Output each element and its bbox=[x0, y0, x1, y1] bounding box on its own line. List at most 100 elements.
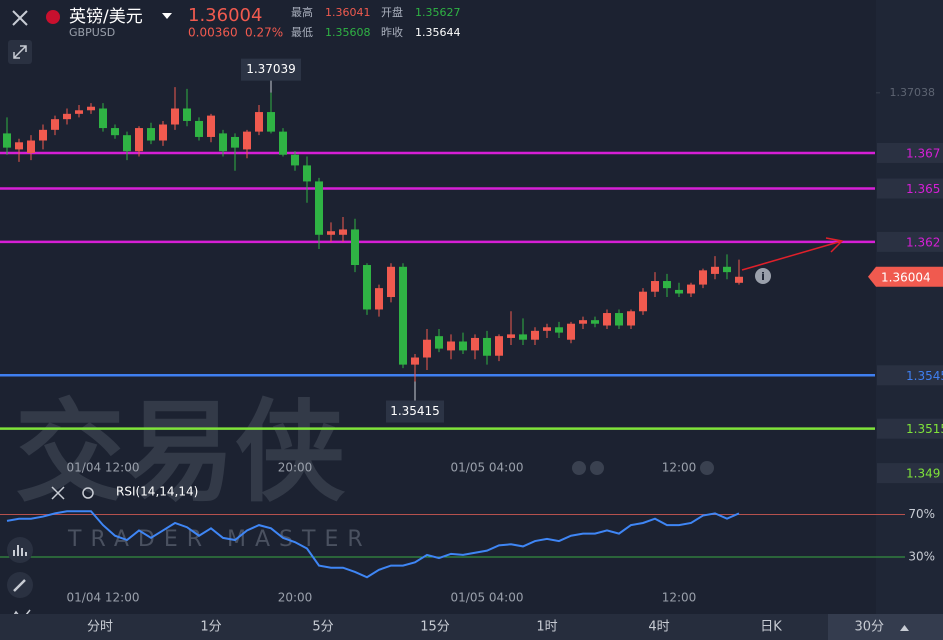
x-tick-label: 01/04 12:00 bbox=[67, 461, 140, 475]
level-label: 1.349 bbox=[906, 467, 940, 481]
candle-body bbox=[579, 320, 587, 324]
low-label: 1.35415 bbox=[390, 404, 440, 418]
x-tick-label: 12:00 bbox=[662, 591, 697, 605]
candle-body bbox=[615, 313, 623, 326]
last-price-tag bbox=[868, 266, 943, 287]
x-tick-label: 01/05 04:00 bbox=[451, 591, 524, 605]
level-label-bg bbox=[877, 365, 943, 386]
timeframe-tab[interactable]: 日K bbox=[760, 620, 782, 635]
candle-body bbox=[147, 128, 155, 141]
level-label: 1.362 bbox=[906, 235, 940, 249]
candle-body bbox=[663, 281, 671, 289]
timeframe-tabs: 分时 1分 5分 15分 1时 4时 日K 30分 bbox=[87, 620, 884, 635]
candle-body bbox=[495, 336, 503, 356]
candle-body bbox=[675, 289, 683, 294]
level-label: 1.3515 bbox=[906, 422, 943, 436]
candle-body bbox=[375, 288, 383, 310]
candle-body bbox=[519, 334, 527, 340]
candle-body bbox=[207, 115, 215, 137]
arrow-head bbox=[825, 237, 844, 253]
candle-body bbox=[27, 140, 35, 153]
close-button[interactable] bbox=[12, 10, 28, 26]
pair-name: 英镑/美元 bbox=[69, 7, 143, 27]
stat-label: 开盘 bbox=[381, 5, 403, 19]
level-label-bg bbox=[877, 142, 943, 163]
candle-body bbox=[303, 165, 311, 182]
y-tick-label: 1.37038 bbox=[890, 86, 936, 99]
selected-tab-bg bbox=[828, 614, 943, 640]
stat-value: 1.36041 bbox=[325, 6, 371, 19]
level-label: 1.365 bbox=[906, 182, 940, 196]
timeframe-tab[interactable]: 15分 bbox=[420, 620, 450, 635]
dropdown-icon[interactable] bbox=[162, 13, 172, 19]
tool-icon bbox=[13, 579, 26, 592]
timeframe-tab[interactable]: 4时 bbox=[648, 620, 669, 635]
candle-body bbox=[387, 266, 395, 298]
timeframe-tab[interactable]: 分时 bbox=[87, 620, 113, 635]
candle-body bbox=[291, 154, 299, 166]
candle-body bbox=[339, 229, 347, 235]
candle-body bbox=[15, 142, 23, 150]
low-label-bg bbox=[386, 400, 444, 423]
candle-body bbox=[471, 337, 479, 351]
info-icon-glyph: i bbox=[761, 270, 765, 283]
rsi-line bbox=[6, 510, 740, 579]
x-tick-label: 20:00 bbox=[278, 461, 313, 475]
candle-body bbox=[231, 136, 239, 148]
candle-body bbox=[363, 265, 371, 310]
candle-body bbox=[531, 330, 539, 340]
nav-dot[interactable] bbox=[700, 461, 714, 475]
candle-body bbox=[87, 106, 95, 111]
candle-body bbox=[267, 112, 275, 132]
candle-body bbox=[315, 181, 323, 235]
candle-body bbox=[459, 341, 467, 351]
candle-body bbox=[195, 120, 203, 137]
timeframe-tab[interactable]: 5分 bbox=[312, 620, 333, 635]
side-tools bbox=[7, 537, 33, 623]
x-tick-label: 01/05 04:00 bbox=[451, 461, 524, 475]
x-tick-label: 12:00 bbox=[662, 461, 697, 475]
shrink-icon bbox=[13, 45, 27, 59]
candle-body bbox=[327, 231, 335, 235]
candle-body bbox=[543, 327, 551, 331]
candle-body bbox=[51, 119, 59, 130]
candle-body bbox=[39, 129, 47, 141]
nav-dot[interactable] bbox=[572, 461, 586, 475]
candle-body bbox=[243, 131, 251, 150]
candle-body bbox=[627, 311, 635, 326]
candle-body bbox=[651, 281, 659, 292]
rsi-close[interactable] bbox=[51, 486, 65, 500]
candle-body bbox=[555, 327, 563, 333]
rsi-settings[interactable] bbox=[82, 487, 94, 499]
candle-body bbox=[567, 323, 575, 340]
tool-button[interactable] bbox=[7, 537, 33, 563]
timeframe-tab[interactable]: 30分 bbox=[854, 620, 884, 635]
candle-body bbox=[171, 108, 179, 125]
info-icon[interactable] bbox=[755, 268, 771, 284]
stat-label: 最高 bbox=[291, 5, 313, 19]
watermark-title: 交易侠 bbox=[15, 388, 346, 516]
candle-body bbox=[3, 133, 11, 148]
candle-body bbox=[63, 113, 71, 120]
header: 英镑/美元 GBPUSD 1.36004 0.00360 0.27% 最高 1.… bbox=[8, 5, 461, 64]
stat-label: 最低 bbox=[291, 26, 313, 39]
x-tick-label: 01/04 12:00 bbox=[67, 591, 140, 605]
candle-body bbox=[399, 266, 407, 365]
nav-dots bbox=[572, 461, 714, 475]
stat-label: 昨收 bbox=[381, 25, 403, 39]
high-label-bg bbox=[241, 58, 301, 81]
drawn-arrow bbox=[741, 240, 843, 271]
timeframe-tab[interactable]: 1时 bbox=[536, 620, 557, 635]
last-price: 1.36004 bbox=[188, 5, 262, 26]
symbol: GBPUSD bbox=[69, 26, 115, 39]
candle-body bbox=[183, 108, 191, 121]
candle-body bbox=[351, 229, 359, 266]
nav-dot[interactable] bbox=[590, 461, 604, 475]
candle-body bbox=[735, 276, 743, 283]
footer-bar bbox=[0, 614, 943, 640]
timeframe-tab[interactable]: 1分 bbox=[200, 620, 221, 635]
candle-body bbox=[423, 339, 431, 358]
candle-body bbox=[75, 110, 83, 114]
